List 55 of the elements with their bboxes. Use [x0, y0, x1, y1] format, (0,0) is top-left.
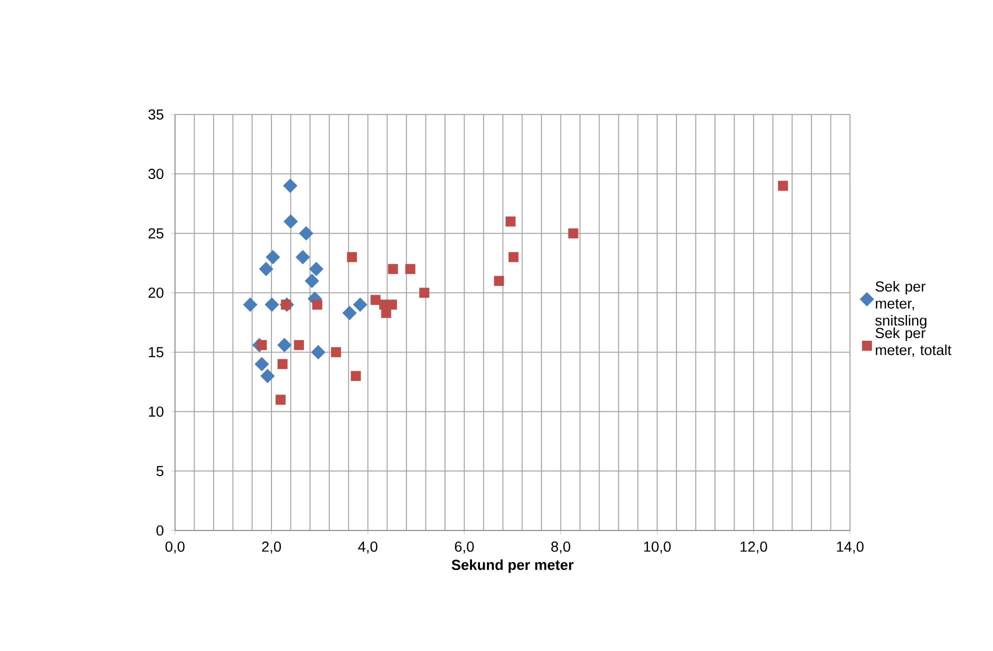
point	[405, 264, 416, 274]
point	[277, 338, 292, 352]
point	[352, 297, 368, 312]
point	[278, 359, 288, 370]
y-tick-label: 30	[148, 168, 164, 180]
point	[298, 226, 314, 241]
point	[264, 297, 280, 312]
point	[342, 306, 357, 320]
point	[311, 345, 326, 360]
y-tick-label: 20	[148, 288, 164, 298]
x-tick-label: 14,0	[837, 542, 864, 554]
point	[254, 356, 269, 372]
point	[508, 252, 518, 262]
y-tick-label: 25	[148, 228, 164, 238]
x-tick-label: 6,0	[454, 542, 474, 554]
y-tick-label: 15	[148, 347, 164, 358]
point	[294, 340, 304, 350]
point	[419, 288, 430, 298]
point	[494, 276, 504, 286]
point	[778, 180, 788, 191]
point	[506, 216, 516, 226]
point	[304, 274, 320, 288]
x-tick-label: 2,0	[262, 542, 281, 554]
x-axis-title: Sekund per meter	[452, 559, 574, 573]
point	[258, 262, 274, 276]
point	[256, 340, 267, 350]
point	[381, 308, 392, 318]
point	[260, 368, 275, 384]
legend-label: Sek per meter, snitsling	[875, 280, 926, 328]
y-tick-label: 35	[148, 109, 164, 120]
point	[284, 214, 298, 229]
point	[309, 262, 324, 276]
y-tick-label: 10	[148, 406, 164, 417]
y-tick-label: 0	[156, 525, 164, 536]
x-tick-label: 4,0	[358, 542, 378, 554]
point	[280, 300, 291, 310]
point	[266, 250, 280, 264]
point	[386, 300, 397, 310]
y-tick-label: 5	[156, 466, 164, 476]
point	[331, 347, 342, 358]
point	[276, 394, 286, 405]
legend-label: Sek per meter, totalt	[876, 327, 952, 357]
x-tick-label: 8,0	[551, 542, 570, 554]
point	[568, 228, 578, 238]
point	[346, 252, 357, 262]
point	[370, 294, 381, 305]
x-tick-label: 12,0	[740, 542, 768, 554]
point	[283, 178, 298, 193]
point	[296, 250, 310, 264]
point	[243, 297, 258, 312]
point	[350, 370, 361, 381]
point	[388, 264, 398, 274]
point	[312, 300, 322, 310]
x-tick-label: 10,0	[644, 542, 671, 554]
x-tick-label: 0,0	[165, 542, 185, 554]
